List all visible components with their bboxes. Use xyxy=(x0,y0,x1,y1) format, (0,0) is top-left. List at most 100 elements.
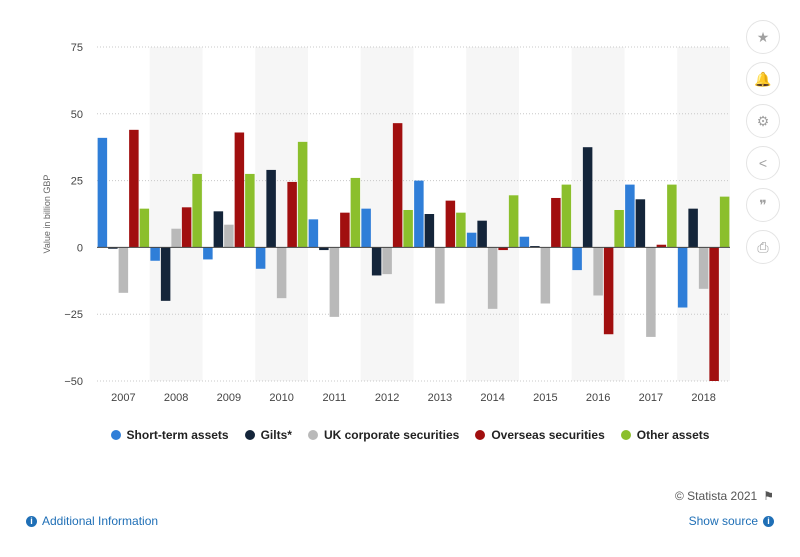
bar xyxy=(646,247,656,337)
bar xyxy=(160,247,171,301)
x-tick-label: 2017 xyxy=(639,392,663,404)
y-tick-label: 75 xyxy=(71,42,83,54)
bar xyxy=(150,247,160,261)
legend-item[interactable]: UK corporate securities xyxy=(307,428,460,442)
bar xyxy=(614,209,624,248)
bar xyxy=(266,169,276,248)
share-icon: < xyxy=(758,155,768,171)
gear-icon: ⚙ xyxy=(756,112,770,129)
x-tick-label: 2010 xyxy=(269,392,293,404)
star-button[interactable]: ★ xyxy=(746,20,780,54)
x-tick-label: 2016 xyxy=(586,392,610,404)
y-tick-label: 0 xyxy=(77,242,83,254)
bar xyxy=(435,247,445,304)
legend-swatch xyxy=(244,430,255,440)
info-icon: i xyxy=(763,515,774,527)
bar xyxy=(129,129,139,248)
legend-label: Gilts* xyxy=(260,428,292,442)
bar xyxy=(414,180,424,248)
x-tick-label: 2011 xyxy=(323,392,347,404)
legend-label: Short-term assets xyxy=(126,428,229,442)
star-icon: ★ xyxy=(756,28,770,45)
bell-icon: 🔔 xyxy=(754,70,772,87)
y-tick-label: 50 xyxy=(71,109,83,121)
bar xyxy=(688,208,698,248)
share-button[interactable]: < xyxy=(746,146,780,180)
bar xyxy=(340,212,350,248)
bar xyxy=(308,219,319,248)
bar xyxy=(603,247,614,335)
legend-swatch xyxy=(110,430,121,440)
bar xyxy=(181,207,192,248)
info-icon: i xyxy=(26,515,37,527)
bar xyxy=(255,247,266,269)
legend-swatch xyxy=(307,430,318,440)
y-tick-label: −50 xyxy=(64,376,83,388)
bar xyxy=(677,247,688,308)
bar xyxy=(582,147,593,248)
bar xyxy=(572,247,582,271)
bar xyxy=(456,212,466,248)
bar xyxy=(297,141,308,248)
x-tick-label: 2007 xyxy=(111,392,135,404)
bar xyxy=(234,132,245,248)
x-tick-label: 2018 xyxy=(691,392,715,404)
quote-button[interactable]: ❞ xyxy=(746,188,780,222)
bar xyxy=(329,247,340,317)
x-tick-label: 2012 xyxy=(375,392,399,404)
bar xyxy=(719,196,730,248)
bar xyxy=(361,208,371,248)
sidebar-toolbar: ★ 🔔 ⚙ < ❞ ⎙ xyxy=(746,20,780,264)
legend: Short-term assets Gilts* UK corporate secu… xyxy=(70,428,750,442)
bar xyxy=(203,247,213,260)
bar xyxy=(276,247,287,299)
print-icon: ⎙ xyxy=(757,238,769,255)
bar xyxy=(392,123,403,248)
legend-item[interactable]: Gilts* xyxy=(244,428,292,442)
x-tick-label: 2015 xyxy=(533,392,557,404)
bar xyxy=(213,211,224,248)
additional-information-link[interactable]: i Additional Information xyxy=(26,514,158,528)
x-tick-label: 2009 xyxy=(217,392,241,404)
bar xyxy=(403,209,413,248)
bar xyxy=(224,224,234,248)
bar xyxy=(139,208,150,248)
additional-info-label: Additional Information xyxy=(42,514,159,528)
legend-item[interactable]: Short-term assets xyxy=(110,428,229,442)
show-source-label: Show source xyxy=(688,514,758,528)
bar xyxy=(709,247,719,381)
y-axis-title: Value in billion GBP xyxy=(42,175,52,254)
legend-swatch xyxy=(475,430,486,440)
quote-icon: ❞ xyxy=(759,196,767,213)
print-button[interactable]: ⎙ xyxy=(746,230,780,264)
bar xyxy=(530,246,540,248)
statista-credit[interactable]: © Statista 2021 ⚑ xyxy=(675,489,774,503)
credit-text: © Statista 2021 xyxy=(675,489,758,503)
legend-swatch xyxy=(620,430,631,440)
bar xyxy=(118,247,129,293)
legend-item[interactable]: Overseas securities xyxy=(475,428,605,442)
y-tick-label: −25 xyxy=(64,309,83,321)
gear-button[interactable]: ⚙ xyxy=(746,104,780,138)
bar xyxy=(171,228,181,248)
bar xyxy=(519,236,530,248)
y-tick-label: 25 xyxy=(71,176,83,188)
bar xyxy=(424,214,435,248)
bar xyxy=(466,232,477,248)
bar xyxy=(498,247,508,251)
show-source-link[interactable]: Show source i xyxy=(689,514,774,528)
bar xyxy=(508,195,519,248)
legend-label: Other assets xyxy=(636,428,710,442)
bar xyxy=(371,247,382,276)
bar xyxy=(350,177,361,248)
bell-button[interactable]: 🔔 xyxy=(746,62,780,96)
bar xyxy=(97,137,108,248)
legend-label: UK corporate securities xyxy=(323,428,460,442)
bar xyxy=(382,247,392,275)
bar xyxy=(245,173,255,248)
legend-item[interactable]: Other assets xyxy=(620,428,710,442)
bar xyxy=(540,247,551,304)
bar xyxy=(445,200,456,248)
x-tick-label: 2008 xyxy=(164,392,188,404)
